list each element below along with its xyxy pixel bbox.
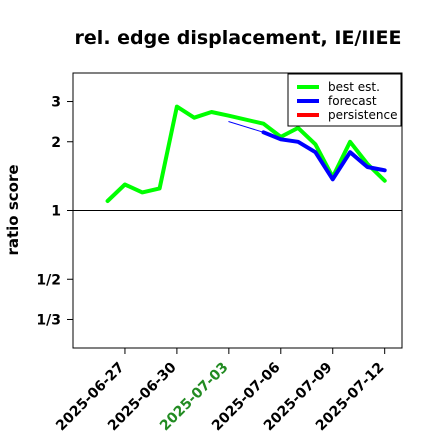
x-axis: 2025-06-272025-06-302025-07-032025-07-06… [53, 348, 388, 434]
y-tick-label: 1/3 [36, 312, 61, 328]
y-tick-label: 3 [51, 95, 61, 111]
y-axis: 3 2 1 1/2 1/3 [36, 95, 73, 328]
series-layer [105, 104, 387, 203]
legend-label: best est. [328, 80, 380, 94]
legend-box [287, 73, 402, 127]
chart-title: rel. edge displacement, IE/IIEE [75, 27, 402, 49]
y-tick-label: 2 [51, 135, 61, 151]
y-tick-label: 1 [51, 204, 61, 220]
series-line [228, 115, 264, 125]
legend-label: forecast [328, 94, 377, 108]
y-tick-label: 1/2 [36, 272, 61, 288]
legend-label: persistence [328, 108, 397, 122]
y-axis-label: ratio score [4, 164, 22, 255]
series-line [228, 121, 264, 133]
series-line [261, 130, 387, 182]
